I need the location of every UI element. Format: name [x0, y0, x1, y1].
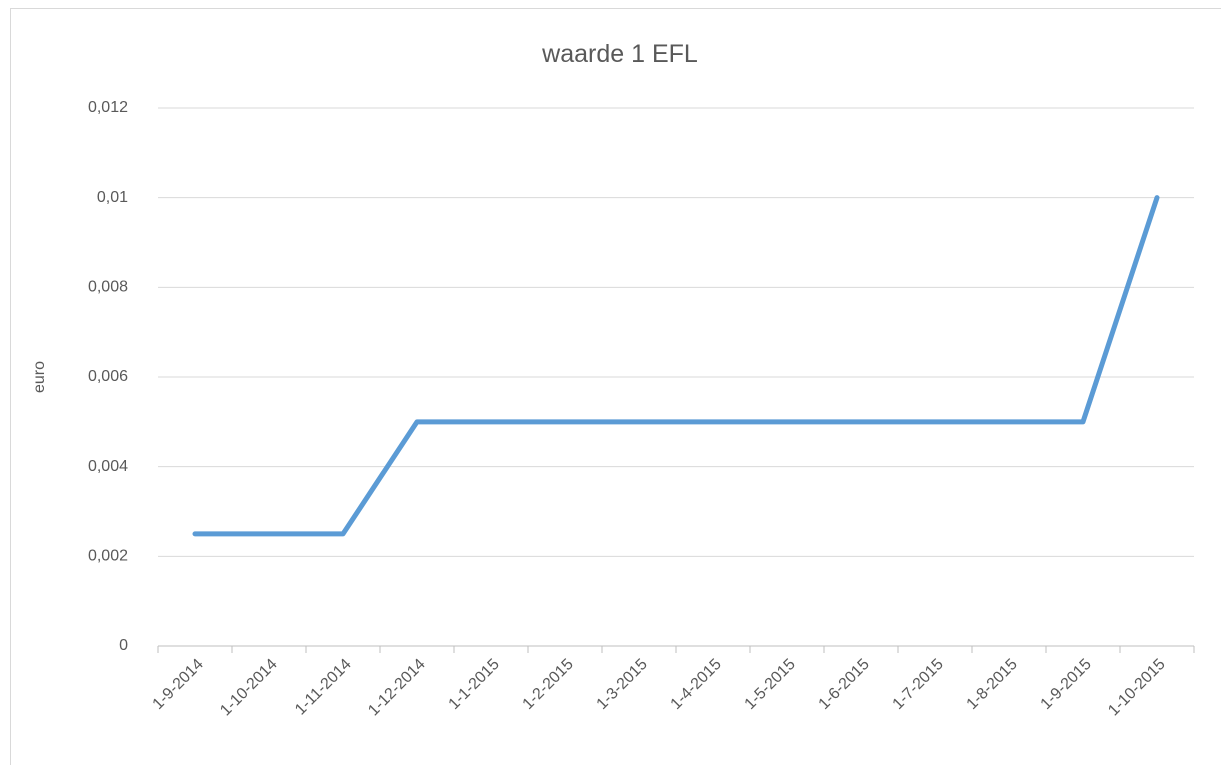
y-tick-label: 0,002 [88, 548, 128, 565]
y-axis-label: euro [31, 361, 48, 393]
chart-title: waarde 1 EFL [541, 40, 698, 68]
y-tick-label: 0 [119, 637, 128, 654]
y-tick-label: 0,012 [88, 99, 128, 116]
y-tick-label: 0,006 [88, 368, 128, 385]
y-tick-label: 0,004 [88, 458, 128, 475]
y-tick-label: 0,01 [97, 189, 128, 206]
line [192, 195, 1160, 537]
y-tick-label: 0,008 [88, 279, 128, 296]
chart-border [10, 8, 1221, 765]
